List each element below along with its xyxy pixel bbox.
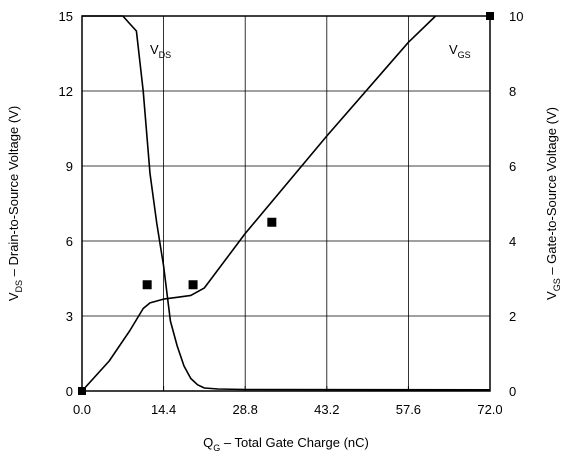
x-axis-title: QG – Total Gate Charge (nC) (203, 435, 369, 453)
x-axis-title-sub: G (213, 443, 220, 453)
square-marker (188, 280, 198, 290)
y-right-title-main: V (544, 291, 559, 300)
y-left-title-sub: DS (14, 280, 24, 293)
x-tick-label: 0.0 (73, 402, 91, 417)
vgs-label-main: V (449, 42, 458, 57)
square-marker (142, 280, 152, 290)
y-right-axis-title: VGS – Gate-to-Source Voltage (V) (544, 107, 562, 300)
x-tick-label: 72.0 (477, 402, 502, 417)
y-right-tick-label: 0 (509, 384, 516, 399)
grid (81, 16, 491, 391)
y-right-tick-label: 2 (509, 309, 516, 324)
series-line-vds (82, 15, 491, 391)
vgs-series-label: VGS (449, 42, 471, 60)
x-tick-label: 28.8 (233, 402, 258, 417)
y-left-title-main: V (6, 292, 21, 301)
y-left-title-rest: – Drain-to-Source Voltage (V) (6, 106, 21, 280)
vds-label-sub: DS (159, 50, 172, 60)
x-axis-title-rest: – Total Gate Charge (nC) (220, 435, 369, 450)
y-left-tick-label: 0 (66, 384, 73, 399)
x-axis-title-main: Q (203, 435, 213, 450)
series-layer (81, 15, 491, 392)
y-right-title-sub: GS (552, 278, 562, 291)
y-left-tick-label: 9 (66, 159, 73, 174)
x-tick-label: 57.6 (396, 402, 421, 417)
x-tick-label: 14.4 (151, 402, 176, 417)
x-tick-label: 43.2 (314, 402, 339, 417)
vds-label-main: V (150, 42, 159, 57)
vds-series-label: VDS (150, 42, 171, 60)
series-line-vgs (81, 15, 437, 392)
y-left-tick-label: 12 (59, 84, 73, 99)
y-right-tick-label: 10 (509, 9, 523, 24)
y-right-tick-label: 8 (509, 84, 516, 99)
y-right-tick-label: 6 (509, 159, 516, 174)
y-right-tick-label: 4 (509, 234, 516, 249)
plot-frame (81, 15, 491, 392)
y-right-title-rest: – Gate-to-Source Voltage (V) (544, 107, 559, 278)
y-left-tick-label: 3 (66, 309, 73, 324)
vgs-label-sub: GS (458, 50, 471, 60)
square-marker (267, 217, 277, 227)
y-left-axis-title: VDS – Drain-to-Source Voltage (V) (6, 106, 24, 301)
tick-labels: 0.0 14.4 28.8 43.2 57.6 72.0 0 0 3 2 6 4 9 6 12 8 15 10 (59, 9, 524, 417)
y-left-tick-label: 15 (59, 9, 73, 24)
y-left-tick-label: 6 (66, 234, 73, 249)
